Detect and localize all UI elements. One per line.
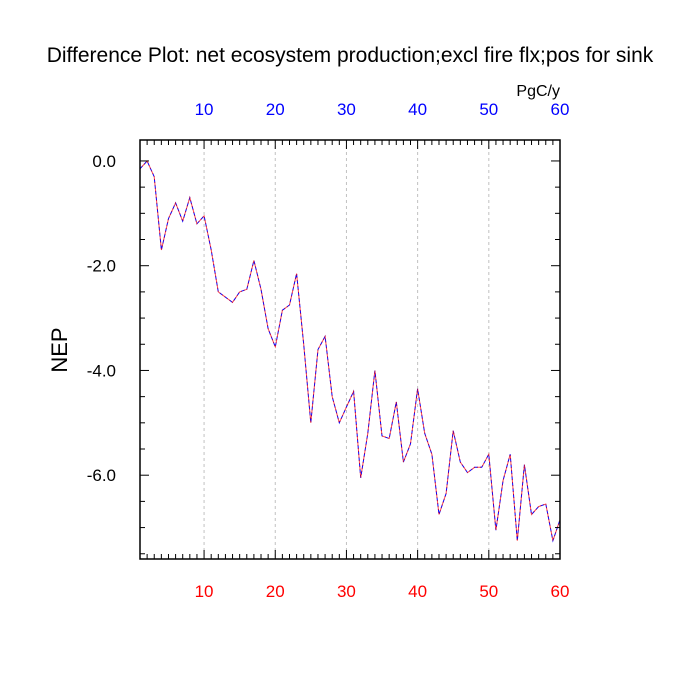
y-tick-label: -2.0 [87,257,116,276]
x-tick-label-bottom: 10 [195,582,214,601]
x-tick-label-bottom: 50 [479,582,498,601]
ticks [139,140,561,559]
x-tick-label-top: 50 [479,100,498,119]
x-tick-label-bottom: 60 [551,582,570,601]
x-tick-label-top: 40 [408,100,427,119]
plot-frame [139,139,561,560]
x-tick-label-bottom: 40 [408,582,427,601]
x-tick-label-top: 20 [266,100,285,119]
x-tick-label-bottom: 30 [337,582,356,601]
grid [203,140,490,559]
units-label: PgC/y [516,83,560,100]
series-line-overlay [139,160,561,543]
tick-labels: 10 10 20 20 30 30 40 40 50 50 60 60 0.0 -2.0 -4.0 -6.0 [87,100,570,601]
y-tick-label: -4.0 [87,361,116,380]
x-tick-label-top: 10 [195,100,214,119]
x-tick-label-top: 30 [337,100,356,119]
x-tick-label-top: 60 [551,100,570,119]
y-tick-label: 0.0 [92,152,116,171]
y-tick-label: -6.0 [87,466,116,485]
data-series [139,160,561,543]
x-tick-label-bottom: 20 [266,582,285,601]
chart-title: Difference Plot: net ecosystem productio… [47,44,654,67]
series-line [139,160,561,543]
y-axis-label: NEP [47,327,72,372]
